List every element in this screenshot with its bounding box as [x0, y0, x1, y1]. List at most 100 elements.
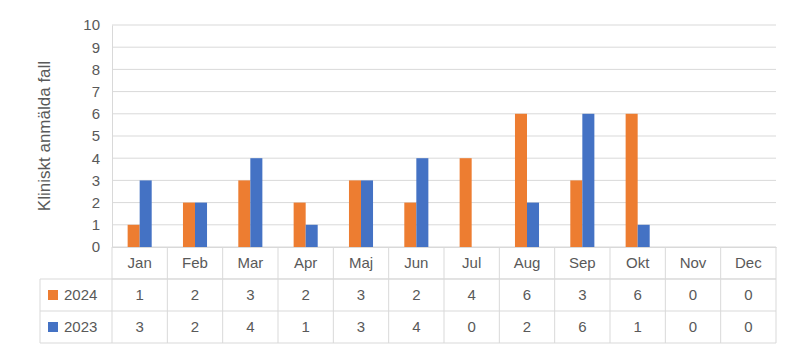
table-value: 4 [246, 318, 254, 335]
data-table: 20241232324636002023324134026100 [40, 247, 776, 343]
grid-line [112, 158, 776, 159]
table-value: 2 [301, 286, 309, 303]
table-value: 0 [689, 286, 697, 303]
table-line [554, 247, 555, 343]
y-tick-label: 0 [92, 238, 100, 255]
x-tick-label: Jul [462, 254, 481, 271]
y-tick-label: 10 [83, 16, 100, 33]
x-tick-label: Apr [294, 254, 317, 271]
x-tick-label: Nov [680, 254, 707, 271]
bar [349, 180, 361, 247]
bar [515, 114, 527, 247]
table-line [444, 247, 445, 343]
y-tick: 9 [92, 39, 112, 56]
table-value: 4 [467, 286, 475, 303]
grid-line [112, 136, 776, 137]
y-axis: 0 1 2 3 4 5 6 7 8 9 10 [83, 16, 112, 255]
table-line [278, 247, 279, 343]
x-tick: Jun [404, 247, 428, 271]
bar [626, 114, 638, 247]
table-value: 3 [246, 286, 254, 303]
x-tick-label: Maj [349, 254, 373, 271]
chart: 012345678910Kliniskt anmälda fall2024123… [0, 0, 799, 354]
table-line [167, 247, 168, 343]
y-tick: 6 [92, 105, 112, 122]
x-tick-label: Aug [514, 254, 541, 271]
bar [294, 203, 306, 247]
x-tick-label: Okt [626, 254, 650, 271]
bar [195, 203, 207, 247]
legend-label: 2024 [64, 286, 97, 303]
x-tick: Feb [182, 247, 208, 271]
x-tick: Dec [735, 247, 762, 271]
x-tick: Jan [128, 247, 152, 271]
x-tick-label: Feb [182, 254, 208, 271]
y-tick: 7 [92, 83, 112, 100]
grid-line [112, 247, 776, 248]
y-tick: 2 [92, 194, 112, 211]
table-value: 1 [633, 318, 641, 335]
bar-series [140, 114, 650, 247]
table-value: 1 [135, 286, 143, 303]
grid-line [112, 113, 776, 114]
x-tick-label: Jun [404, 254, 428, 271]
y-tick: 5 [92, 127, 112, 144]
bars [128, 114, 650, 247]
y-tick-label: 4 [92, 150, 100, 167]
legend-label: 2023 [64, 318, 97, 335]
grid-line [112, 180, 776, 181]
bar [736, 247, 748, 248]
x-tick-label: Dec [735, 254, 762, 271]
bar [582, 114, 594, 247]
bar [128, 225, 140, 247]
bar [361, 180, 373, 247]
y-tick: 0 [92, 238, 112, 255]
table-value: 6 [523, 286, 531, 303]
y-axis-line [112, 26, 113, 248]
table-line [40, 279, 41, 343]
y-tick: 8 [92, 61, 112, 78]
bar [183, 203, 195, 247]
table-value: 2 [191, 286, 199, 303]
bar [306, 225, 318, 247]
bar [250, 158, 262, 247]
table-row: 123232463600 [135, 286, 752, 303]
y-tick: 10 [83, 16, 112, 33]
table-value: 3 [357, 286, 365, 303]
table-value: 0 [744, 318, 752, 335]
bar [748, 247, 760, 248]
grid-line [112, 202, 776, 203]
bar [681, 247, 693, 248]
grid-line [112, 25, 776, 26]
y-tick-label: 1 [92, 216, 100, 233]
table-line [388, 247, 389, 343]
y-tick-label: 8 [92, 61, 100, 78]
bar [638, 225, 650, 247]
x-tick: Mar [237, 247, 263, 271]
x-tick-label: Jan [128, 254, 152, 271]
legend-swatch [48, 322, 58, 332]
x-axis-line [113, 247, 777, 248]
table-line [776, 247, 777, 343]
y-tick: 1 [92, 216, 112, 233]
legend-swatch [48, 290, 58, 300]
grid [112, 25, 776, 247]
table-value: 1 [301, 318, 309, 335]
y-tick: 3 [92, 172, 112, 189]
table-value: 0 [689, 318, 697, 335]
table-value: 3 [357, 318, 365, 335]
x-tick-label: Mar [237, 254, 263, 271]
table-value: 0 [467, 318, 475, 335]
table-line [222, 247, 223, 343]
table-value: 2 [523, 318, 531, 335]
x-axis: JanFebMarAprMajJunJulAugSepOktNovDec [113, 247, 777, 271]
bar [238, 180, 250, 247]
y-tick-label: 6 [92, 105, 100, 122]
table-value: 3 [135, 318, 143, 335]
table-line [112, 247, 113, 343]
bar [570, 180, 582, 247]
table-line [665, 247, 666, 343]
x-tick: Apr [294, 247, 317, 271]
table-value: 4 [412, 318, 420, 335]
x-tick: Maj [349, 247, 373, 271]
